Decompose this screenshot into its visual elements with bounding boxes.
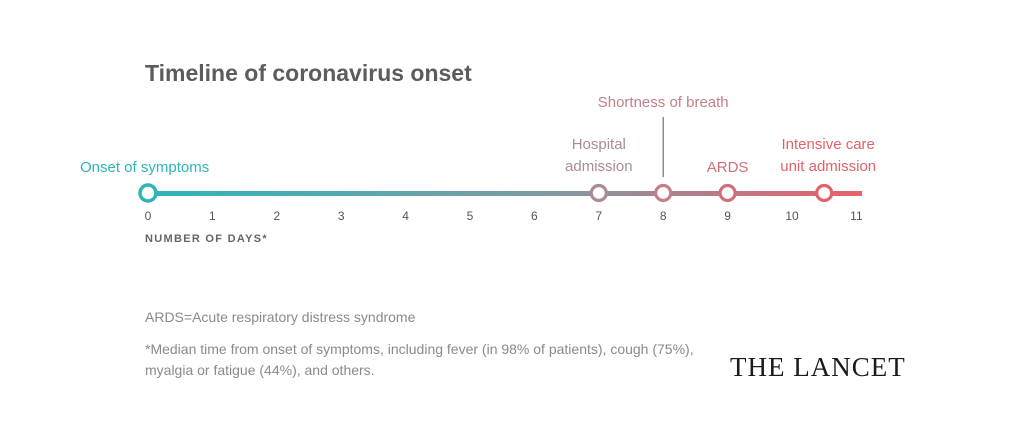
event-label-line: Onset of symptoms [80,159,209,176]
event-label: Hospital admission [565,136,633,175]
event-marker [138,183,158,203]
x-tick-label: 7 [595,209,602,223]
event-label-line: Hospital [572,136,626,153]
event-marker [654,183,673,203]
x-tick-label: 10 [785,209,799,223]
chart-title: Timeline of coronavirus onset [145,60,472,86]
event-label-line: Shortness of breath [598,94,729,111]
event-marker [589,183,608,203]
ards-definition-note: ARDS=Acute respiratory distress syndrome [145,309,416,325]
event-label-line: unit admission [780,158,876,175]
timeline-bar [148,191,862,196]
event-label-line: admission [565,158,633,175]
event-label-line: ARDS [707,159,749,176]
x-tick-label: 11 [850,209,863,223]
x-tick-label: 6 [531,209,538,223]
x-tick-label: 4 [402,209,409,223]
x-tick-label: 2 [273,209,280,223]
x-tick-label: 9 [724,209,731,223]
event-label-line: Intensive care [782,136,875,153]
event-label: ARDS [707,159,749,176]
x-tick-label: 0 [145,209,152,223]
x-tick-label: 1 [209,209,216,223]
x-tick-label: 5 [467,209,474,223]
event-marker [815,183,834,203]
x-tick-label: 3 [338,209,345,223]
event-label: Shortness of breath [598,94,729,111]
timeline-diagram: 0 1 2 3 4 5 6 7 8 9 10 11 Onset of symptoms Hospital… [80,94,876,223]
the-lancet-logo: THE LANCET [730,352,906,382]
median-time-footnote: *Median time from onset of symptoms, inc… [145,341,694,378]
event-label: Onset of symptoms [80,159,209,176]
event-label: Intensive care unit admission [780,136,876,175]
event-marker [718,183,737,203]
x-axis-label: NUMBER OF DAYS* [145,233,268,245]
x-tick-label: 8 [660,209,667,223]
